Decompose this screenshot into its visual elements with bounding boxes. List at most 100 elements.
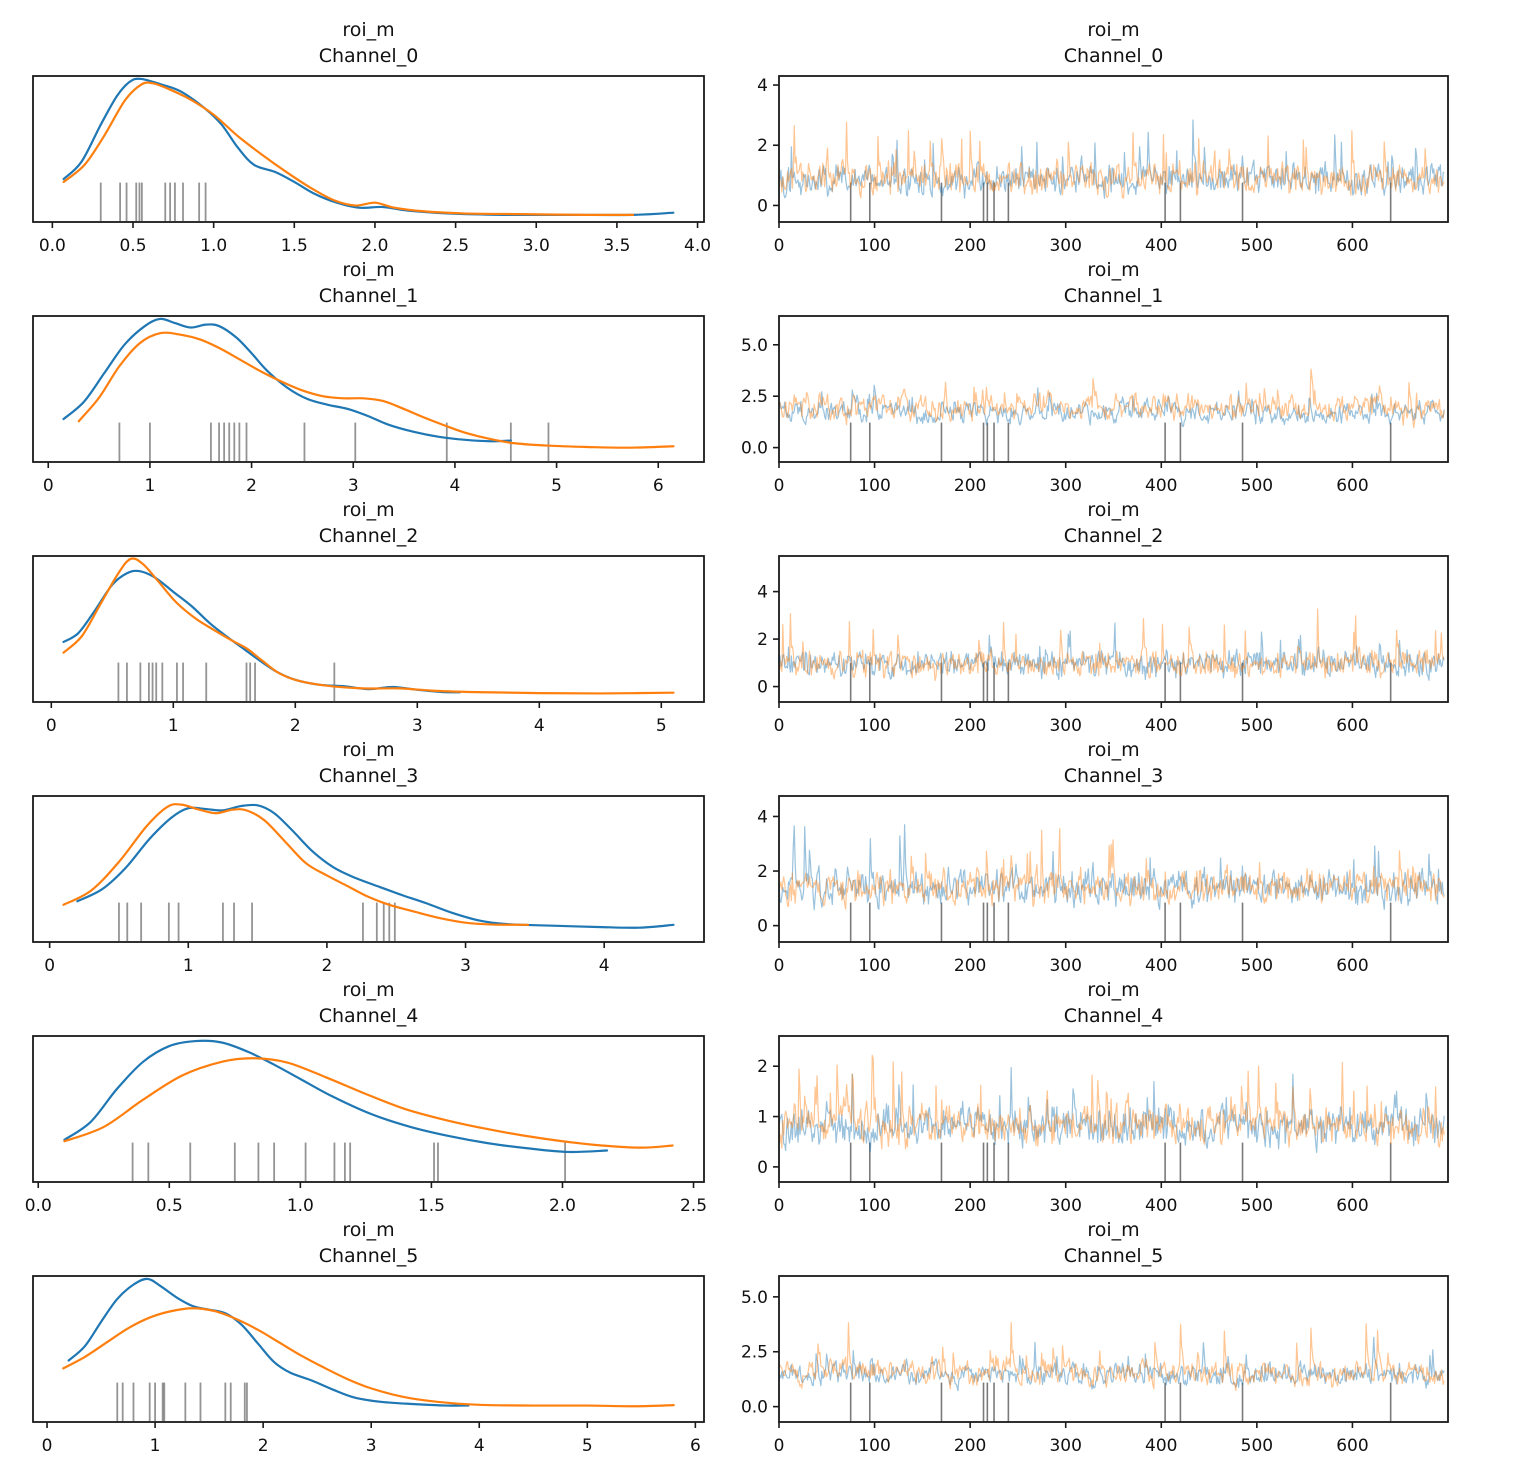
y-tick-label: 0 (757, 196, 768, 216)
panel-title-line1: roi_m (342, 739, 394, 761)
x-tick-label: 3 (366, 1436, 377, 1456)
x-tick-label: 400 (1145, 1436, 1177, 1456)
y-tick-label: 4 (757, 807, 768, 827)
trace-series-group_b (778, 121, 1445, 199)
x-tick-label: 1 (150, 1436, 161, 1456)
x-tick-label: 2 (321, 956, 332, 976)
panel-title-line2: Channel_2 (319, 525, 419, 547)
x-tick-label: 100 (858, 476, 890, 496)
plot-box (32, 1275, 705, 1423)
kde-curve-group_a (62, 569, 462, 694)
panel-title-line1: roi_m (342, 19, 394, 41)
panel-trace-channel_5: roi_m Channel_5 0 100 200 300 400 500 600 0.0 2.5 5… (741, 1219, 1449, 1456)
x-tick-label: 100 (858, 236, 890, 256)
y-tick-label: 1 (757, 1108, 768, 1128)
x-tick-label: 0 (774, 236, 785, 256)
x-tick-label: 3.0 (523, 236, 550, 256)
kde-curve-group_b (62, 81, 635, 216)
x-tick-label: 2.0 (361, 236, 388, 256)
x-tick-label: 4 (599, 956, 610, 976)
panel-title-line2: Channel_1 (1064, 285, 1164, 307)
x-tick-label: 6 (653, 476, 664, 496)
x-tick-label: 2 (246, 476, 257, 496)
x-tick-label: 1 (145, 476, 156, 496)
panel-title-line1: roi_m (1087, 499, 1139, 521)
x-tick-label: 500 (1241, 236, 1273, 256)
x-tick-label: 1.0 (200, 236, 227, 256)
x-tick-label: 5 (551, 476, 562, 496)
plot-box (32, 75, 705, 223)
y-tick-label: 4 (757, 583, 768, 603)
y-tick-label: 2.5 (741, 1343, 768, 1363)
y-tick-label: 0 (757, 678, 768, 698)
panel-kde-channel_1: roi_m Channel_1 0 1 2 3 4 5 6 (32, 259, 705, 496)
x-tick-label: 0 (774, 716, 785, 736)
x-tick-label: 500 (1241, 1196, 1273, 1216)
y-tick-label: 5.0 (741, 1288, 768, 1308)
panel-title-line2: Channel_5 (319, 1245, 419, 1267)
plot-box (32, 315, 705, 463)
panel-title-line1: roi_m (342, 499, 394, 521)
x-tick-label: 600 (1336, 1436, 1368, 1456)
panel-title-line2: Channel_3 (319, 765, 419, 787)
x-tick-label: 100 (858, 956, 890, 976)
x-tick-label: 400 (1145, 956, 1177, 976)
y-tick-label: 2 (757, 862, 768, 882)
trace-series-group_b (778, 1321, 1445, 1392)
kde-curve-group_a (63, 1039, 609, 1154)
x-tick-label: 0 (42, 1436, 53, 1456)
panel-trace-channel_3: roi_m Channel_3 0 100 200 300 400 500 600 0 2 4 (757, 739, 1449, 976)
plot-box (32, 795, 705, 943)
trace-series-group_a (778, 824, 1445, 911)
x-tick-label: 600 (1336, 236, 1368, 256)
y-tick-label: 2 (757, 136, 768, 156)
y-tick-label: 2 (757, 1057, 768, 1077)
panel-title-line2: Channel_4 (1064, 1005, 1164, 1027)
x-tick-label: 3 (412, 716, 423, 736)
x-tick-label: 0 (774, 956, 785, 976)
x-tick-label: 0.5 (119, 236, 146, 256)
x-tick-label: 200 (954, 956, 986, 976)
panel-trace-channel_2: roi_m Channel_2 0 100 200 300 400 500 600 0 2 4 (757, 499, 1449, 736)
x-tick-label: 1.0 (287, 1196, 314, 1216)
panel-kde-channel_4: roi_m Channel_4 0.0 0.5 1.0 1.5 2.0 2.5 (25, 979, 707, 1216)
x-tick-label: 200 (954, 1196, 986, 1216)
trace-series-group_a (778, 1066, 1445, 1154)
plot-box (32, 1035, 705, 1183)
x-tick-label: 500 (1241, 1436, 1273, 1456)
panel-title-line1: roi_m (1087, 1219, 1139, 1241)
panel-kde-channel_0: roi_m Channel_0 0.0 0.5 1.0 1.5 2.0 2.5 3.0 3.5 4.… (32, 19, 711, 256)
panel-title-line2: Channel_3 (1064, 765, 1164, 787)
x-tick-label: 2.5 (442, 236, 469, 256)
plot-box (778, 795, 1449, 943)
x-tick-label: 0 (46, 716, 57, 736)
x-tick-label: 5 (656, 716, 667, 736)
x-tick-label: 2.5 (680, 1196, 707, 1216)
x-tick-label: 300 (1049, 1436, 1081, 1456)
plot-box (778, 1035, 1449, 1183)
y-tick-label: 5.0 (741, 336, 768, 356)
x-tick-label: 100 (858, 716, 890, 736)
x-tick-label: 1 (168, 716, 179, 736)
panel-title-line2: Channel_4 (319, 1005, 419, 1027)
x-tick-label: 3.5 (603, 236, 630, 256)
x-tick-label: 3 (460, 956, 471, 976)
x-tick-label: 1.5 (418, 1196, 445, 1216)
kde-curve-group_a (76, 803, 675, 929)
kde-curve-group_b (62, 1307, 675, 1408)
x-tick-label: 200 (954, 476, 986, 496)
x-tick-label: 500 (1241, 476, 1273, 496)
x-tick-label: 4.0 (684, 236, 711, 256)
x-tick-label: 600 (1336, 476, 1368, 496)
y-tick-label: 0.0 (741, 1398, 768, 1418)
x-tick-label: 600 (1336, 716, 1368, 736)
panel-trace-channel_0: roi_m Channel_0 0 100 200 300 400 500 600 0 2 4 (757, 19, 1449, 256)
panel-title-line2: Channel_2 (1064, 525, 1164, 547)
panel-title-line2: Channel_5 (1064, 1245, 1164, 1267)
x-tick-label: 1 (183, 956, 194, 976)
x-tick-label: 0.5 (156, 1196, 183, 1216)
trace-series-group_a (778, 622, 1445, 681)
x-tick-label: 1.5 (281, 236, 308, 256)
